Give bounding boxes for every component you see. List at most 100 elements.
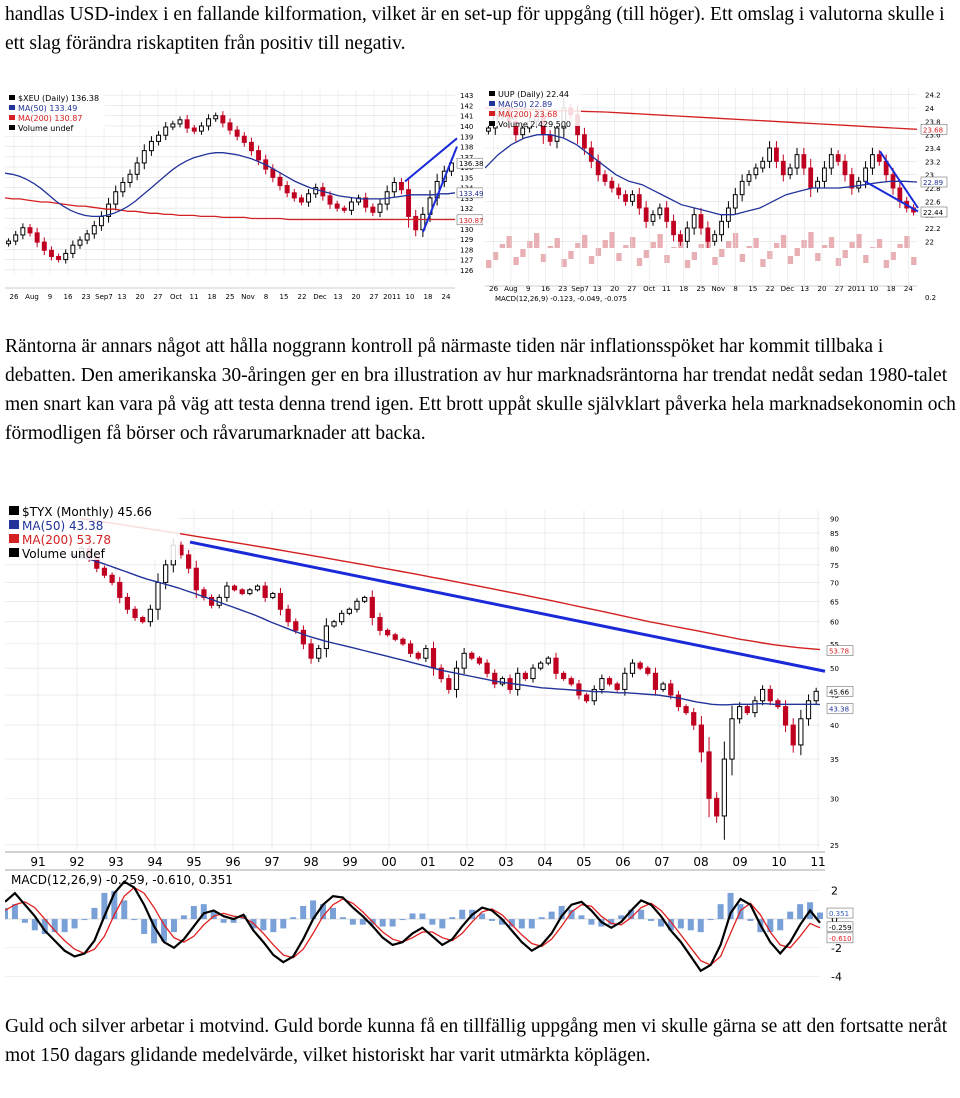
xeu-candle: [98, 215, 104, 227]
uup-x-tick: 27: [835, 285, 844, 293]
xeu-candle: [291, 192, 297, 199]
tyx-legend-entry: $TYX (Monthly) 45.66: [22, 505, 152, 519]
uup-volume-bar: [863, 255, 869, 263]
xeu-y-tick: 137: [460, 154, 473, 162]
uup-volume-bar: [650, 242, 656, 248]
xeu-x-tick: 27: [154, 293, 163, 301]
tyx-candle: [576, 683, 582, 696]
tyx-macd-hist-bar: [677, 919, 684, 929]
tyx-x-tick: 99: [342, 855, 357, 869]
tyx-candle: [163, 564, 169, 583]
tyx-macd-signal-tag-box: [826, 932, 854, 944]
tyx-macd-hist-bar: [131, 919, 138, 921]
tyx-macd-hist-bar: [667, 919, 674, 931]
uup-volume-bar: [540, 254, 547, 262]
uup-legend-entry: Volume 2,429,500: [498, 120, 571, 129]
tyx-candle: [354, 600, 360, 610]
tyx-candle: [476, 657, 483, 664]
tyx-candle: [606, 678, 613, 685]
tyx-candle: [453, 667, 460, 690]
tyx-macd-hist-bar: [170, 919, 177, 933]
tyx-candle: [369, 596, 375, 618]
tyx-candle: [568, 678, 574, 685]
tyx-macd-hist-bar: [320, 904, 327, 920]
uup-candle: [739, 180, 745, 196]
tyx-macd-tick: -4: [831, 971, 842, 984]
uup-candle: [746, 174, 752, 182]
tyx-ma50-tag: 43.38: [829, 705, 849, 713]
xeu-candle: [191, 127, 197, 132]
tyx-candle: [683, 706, 689, 714]
uup-volume-bar: [609, 232, 615, 248]
xeu-candle: [141, 150, 147, 164]
tyx-macd-hist-bar: [687, 919, 694, 931]
xeu-candle: [134, 162, 140, 175]
xeu-candle: [356, 197, 362, 203]
uup-x-tick: 27: [627, 285, 636, 293]
uup-y-tick: 23.2: [925, 158, 941, 166]
uup-y-tick: 23.8: [925, 118, 941, 126]
uup-legend-bg: [485, 88, 581, 126]
xeu-y-tick: 140: [460, 123, 473, 131]
uup-candle: [828, 154, 834, 169]
tyx-candle: [530, 667, 536, 680]
uup-candle: [774, 147, 779, 162]
xeu-ma200-tag: 130.87: [459, 217, 483, 225]
uup-volume-bar: [760, 259, 766, 267]
tyx-macd-hist-bar: [290, 917, 297, 920]
tyx-x-tick: 06: [615, 855, 630, 869]
tyx-candle: [254, 585, 261, 591]
xeu-y-tick: 128: [460, 246, 473, 254]
xeu-x-tick: 13: [334, 293, 343, 301]
uup-volume-bar: [595, 248, 602, 256]
uup-y-tick: 22.8: [925, 185, 941, 193]
uup-volume-bar: [561, 259, 567, 267]
uup-volume-bar: [657, 234, 663, 248]
uup-volume-bar: [835, 258, 842, 266]
tyx-macd-hist-bar: [608, 919, 615, 925]
xeu-candle: [41, 241, 47, 251]
tyx-candle: [645, 667, 651, 674]
tyx-candle: [293, 621, 299, 631]
xeu-candle: [370, 206, 376, 213]
xeu-candle: [348, 201, 354, 211]
tyx-macd-hist-bar: [817, 912, 823, 920]
tyx-macd-signal-tag: -0.610: [829, 935, 852, 943]
tyx-candle: [583, 694, 590, 702]
tyx-macd-hist-bar: [787, 911, 794, 920]
tyx-macd-hist-bar: [578, 915, 585, 920]
xeu-x-tick: 25: [226, 293, 235, 301]
tyx-macd-hist-bar: [300, 906, 307, 920]
uup-ma200-tag: 23.68: [923, 126, 943, 134]
tyx-macd-hist-bar: [707, 919, 714, 921]
uup-volume-bar: [616, 253, 622, 261]
tyx-macd-hist-bar: [508, 919, 515, 927]
tyx-candle: [316, 648, 322, 659]
rates-paragraph: Räntorna är annars något att hålla noggr…: [5, 336, 956, 444]
tyx-candle: [469, 652, 475, 659]
uup-x-tick: 20: [610, 285, 619, 293]
xeu-lower-trendline: [422, 146, 458, 233]
xeu-candle: [256, 150, 262, 161]
xeu-candle: [284, 185, 290, 194]
uup-volume-bar: [739, 254, 746, 262]
tyx-candle: [124, 596, 131, 610]
uup-candle: [582, 134, 587, 149]
tyx-macd-signal-line: [5, 886, 821, 966]
tyx-candle: [561, 672, 567, 680]
tyx-macd-hist-bar: [310, 900, 317, 920]
tyx-macd-hist-bar: [419, 913, 426, 920]
tyx-macd-hist-bar: [61, 919, 68, 933]
tyx-long-trendline: [189, 540, 826, 673]
uup-volume-bar: [520, 249, 526, 257]
uup-x-tick: 2011: [848, 285, 866, 293]
tyx-macd-hist-bar: [518, 919, 525, 929]
xeu-candle: [56, 256, 62, 261]
uup-legend-entry: MA(50) 22.89: [498, 100, 552, 109]
xeu-x-tick: 13: [118, 293, 127, 301]
uup-volume-bar: [808, 232, 814, 248]
uup-candle: [520, 127, 526, 136]
uup-volume-bar: [712, 257, 718, 265]
uup-volume-bar: [588, 256, 595, 264]
uup-volume-bar: [492, 252, 499, 260]
